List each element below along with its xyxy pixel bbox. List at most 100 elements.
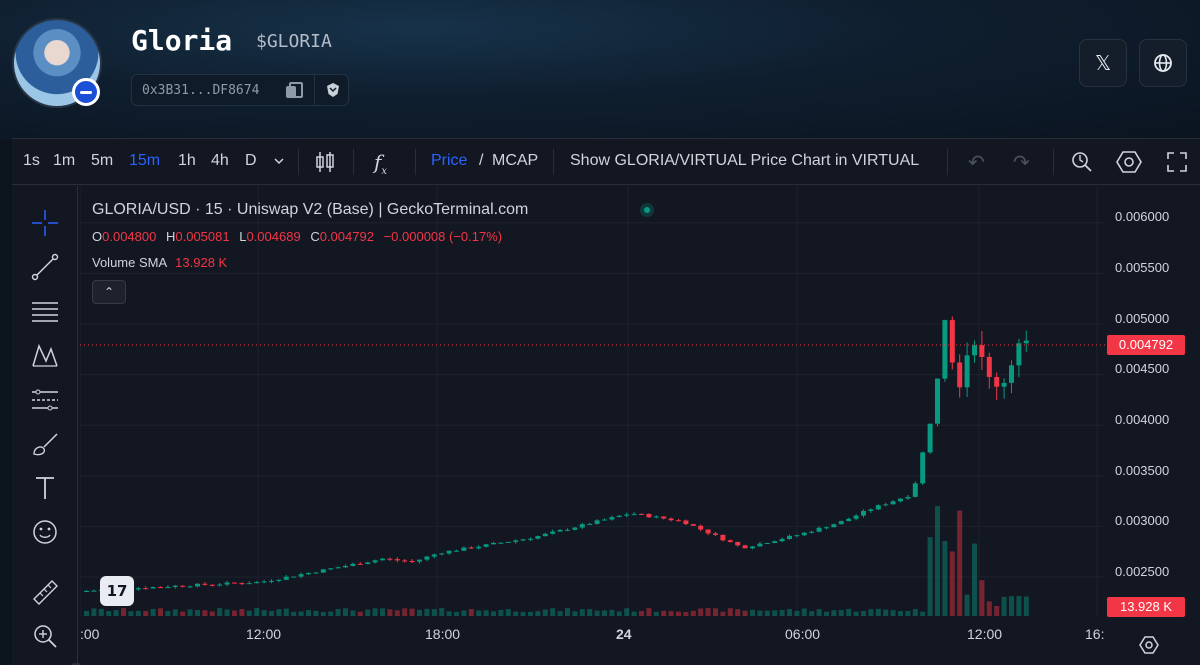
candle-body [838, 521, 844, 525]
mcap-toggle[interactable]: MCAP [492, 152, 539, 169]
volume-bar [180, 611, 186, 616]
convert-pair-button[interactable]: Show GLORIA/VIRTUAL Price Chart in VIRTU… [570, 152, 920, 169]
axis-settings-icon[interactable] [1139, 635, 1159, 655]
candle-body [979, 345, 985, 357]
brush-icon[interactable] [30, 429, 60, 459]
candle-body [461, 547, 467, 551]
price-axis-label: 0.004000 [1115, 412, 1170, 427]
volume-bar [306, 610, 311, 616]
candle-body [224, 582, 230, 585]
price-mcap-separator: / [479, 152, 484, 169]
volume-bar [942, 541, 948, 616]
volume-bar [195, 610, 200, 616]
volume-bar [986, 601, 992, 616]
volume-bar [1001, 596, 1007, 616]
candle-body [313, 572, 319, 574]
volume-bar [624, 608, 630, 616]
candle-body [742, 545, 748, 549]
candle-body [868, 509, 874, 511]
candle-body [787, 535, 792, 539]
volume-bar [372, 608, 378, 616]
candle-body [454, 550, 459, 552]
timeframe-1h[interactable]: 1h [178, 152, 196, 169]
quick-search-icon[interactable] [1069, 149, 1095, 175]
x-link-button[interactable]: 𝕏 [1079, 39, 1127, 87]
fib-retracement-icon[interactable] [30, 297, 60, 327]
volume-bar [757, 610, 763, 616]
volume-bar [735, 609, 741, 616]
timeframe-15m[interactable]: 15m [129, 152, 161, 169]
time-axis[interactable]: :00 12:00 18:00 24 06:00 12:00 16: [80, 619, 1105, 649]
volume-bar [816, 609, 822, 616]
candle-body [150, 587, 156, 589]
candle-body [616, 515, 622, 518]
volume-bar [202, 610, 208, 616]
volume-bar [291, 611, 297, 616]
price-axis-label: 0.005500 [1115, 260, 1170, 275]
candle-body [794, 535, 800, 537]
zoom-in-icon[interactable] [30, 621, 60, 651]
timeframe-4h[interactable]: 4h [211, 152, 229, 169]
volume-bar [616, 611, 622, 616]
candle-body [439, 553, 445, 555]
timeframe-1s[interactable]: 1s [23, 152, 40, 169]
candle-body [646, 513, 652, 518]
candle-body [861, 510, 866, 516]
live-status-icon [640, 203, 654, 217]
volume-bar [787, 609, 792, 616]
volume-bar [320, 611, 326, 616]
candles-icon[interactable] [314, 150, 336, 174]
candle-body [483, 544, 489, 547]
website-link-button[interactable] [1139, 39, 1187, 87]
volume-bar [535, 611, 541, 616]
collapse-legend-button[interactable]: ⌃ [92, 280, 126, 304]
volume-bar [631, 611, 637, 616]
undo-icon[interactable]: ↶ [968, 152, 985, 174]
candle-body [172, 585, 178, 588]
chevron-down-icon[interactable] [273, 156, 285, 166]
price-plot-area[interactable] [80, 186, 1105, 616]
ruler-icon[interactable] [30, 577, 60, 607]
timeframe-5m[interactable]: 5m [91, 152, 114, 169]
candle-body [143, 588, 149, 590]
settings-hexagon-icon[interactable] [1116, 150, 1142, 174]
candle-body [343, 565, 348, 568]
redo-icon[interactable]: ↷ [1013, 152, 1030, 174]
candle-body [690, 524, 696, 526]
candle-body [84, 590, 89, 592]
candle-body [920, 452, 926, 484]
volume-bar [875, 608, 881, 616]
volume-bar [387, 609, 393, 616]
volume-bar [158, 608, 163, 616]
trend-line-icon[interactable] [30, 252, 60, 282]
candle-body [187, 586, 193, 588]
timeframe-1m[interactable]: 1m [53, 152, 76, 169]
copy-icon[interactable] [286, 82, 303, 98]
candle-body [624, 514, 630, 516]
pattern-icon[interactable] [30, 341, 60, 371]
indicators-icon[interactable]: fx [374, 150, 388, 177]
price-axis[interactable]: 0.006000 0.005500 0.005000 0.004500 0.00… [1105, 186, 1200, 616]
security-audit-icon[interactable] [325, 82, 341, 98]
candle-body [542, 533, 548, 537]
emoji-icon[interactable] [30, 517, 60, 547]
collapse-sidebar-handle[interactable]: ‹ [71, 663, 81, 665]
candle-body [202, 583, 208, 585]
volume-bar [476, 610, 482, 616]
timeframe-d[interactable]: D [245, 152, 257, 169]
volume-label: Volume SMA [92, 255, 168, 270]
volume-bar [1009, 596, 1014, 616]
volume-bar [350, 610, 356, 616]
volume-bar [254, 608, 260, 616]
time-axis-label: :00 [80, 626, 100, 642]
candle-body [350, 563, 356, 566]
text-tool-icon[interactable] [30, 473, 60, 503]
fullscreen-icon[interactable] [1166, 151, 1188, 173]
candle-body [320, 569, 326, 573]
candle-body [261, 581, 267, 583]
crosshair-icon[interactable] [30, 208, 60, 238]
candle-body [158, 587, 163, 589]
chart-legend-title: GLORIA/USD · 15 · Uniswap V2 (Base) | Ge… [92, 201, 529, 218]
price-toggle[interactable]: Price [431, 152, 468, 169]
forecast-icon[interactable] [30, 385, 60, 415]
